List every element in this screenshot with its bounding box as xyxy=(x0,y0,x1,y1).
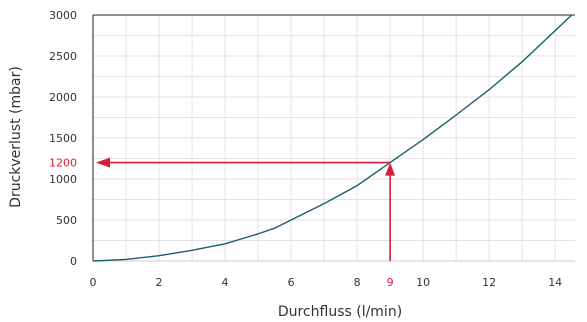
y-tick-label: 2000 xyxy=(49,91,77,104)
y-axis-title: Druckverlust (mbar) xyxy=(8,66,24,208)
annotation-x-label: 9 xyxy=(387,276,394,289)
x-tick-label: 6 xyxy=(288,276,295,289)
horizontal-arrow-head xyxy=(96,157,110,168)
grid xyxy=(93,15,575,261)
y-tick-label: 2500 xyxy=(49,50,77,63)
y-tick-label: 3000 xyxy=(49,9,77,22)
x-axis-title: Durchfluss (l/min) xyxy=(278,304,402,320)
plot-frame xyxy=(92,14,575,262)
series-layer xyxy=(92,14,573,262)
x-tick-label: 10 xyxy=(416,276,430,289)
series-line xyxy=(92,14,573,262)
x-tick-label: 8 xyxy=(354,276,361,289)
vertical-arrow-head xyxy=(385,162,396,176)
x-tick-label: 2 xyxy=(156,276,163,289)
annotation-layer xyxy=(96,157,396,261)
y-tick-label: 1500 xyxy=(49,132,77,145)
x-tick-label: 14 xyxy=(548,276,562,289)
x-tick-label: 4 xyxy=(222,276,229,289)
annotation-y-label: 1200 xyxy=(49,157,77,170)
y-tick-label: 500 xyxy=(56,214,77,227)
x-tick-label: 12 xyxy=(482,276,496,289)
x-tick-label: 0 xyxy=(90,276,97,289)
y-tick-label: 1000 xyxy=(49,173,77,186)
y-tick-label: 0 xyxy=(70,255,77,268)
tick-labels: 0 2 4 6 8 10 12 14 0 500 1000 1500 2000 2500 3000 9 1200 xyxy=(49,9,562,289)
